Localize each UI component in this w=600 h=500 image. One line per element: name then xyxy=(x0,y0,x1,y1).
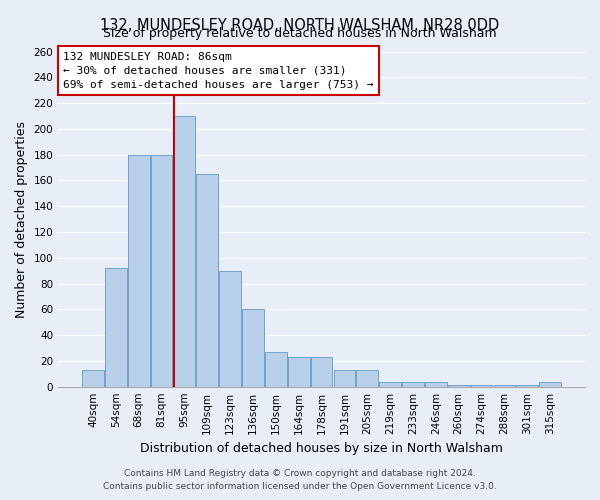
Bar xyxy=(82,370,104,386)
Bar xyxy=(219,270,241,386)
Bar xyxy=(379,382,401,386)
Bar xyxy=(311,357,332,386)
Bar xyxy=(173,116,195,386)
Bar xyxy=(356,370,378,386)
Text: 132 MUNDESLEY ROAD: 86sqm
← 30% of detached houses are smaller (331)
69% of semi: 132 MUNDESLEY ROAD: 86sqm ← 30% of detac… xyxy=(64,52,374,90)
Bar xyxy=(425,382,447,386)
Bar xyxy=(105,268,127,386)
Bar xyxy=(334,370,355,386)
Text: 132, MUNDESLEY ROAD, NORTH WALSHAM, NR28 0DD: 132, MUNDESLEY ROAD, NORTH WALSHAM, NR28… xyxy=(100,18,500,32)
Bar xyxy=(196,174,218,386)
Bar xyxy=(265,352,287,386)
X-axis label: Distribution of detached houses by size in North Walsham: Distribution of detached houses by size … xyxy=(140,442,503,455)
Text: Contains HM Land Registry data © Crown copyright and database right 2024.
Contai: Contains HM Land Registry data © Crown c… xyxy=(103,470,497,491)
Bar xyxy=(151,154,172,386)
Bar xyxy=(242,310,264,386)
Bar xyxy=(288,357,310,386)
Text: Size of property relative to detached houses in North Walsham: Size of property relative to detached ho… xyxy=(103,28,497,40)
Y-axis label: Number of detached properties: Number of detached properties xyxy=(15,120,28,318)
Bar xyxy=(539,382,561,386)
Bar xyxy=(402,382,424,386)
Bar xyxy=(128,154,149,386)
